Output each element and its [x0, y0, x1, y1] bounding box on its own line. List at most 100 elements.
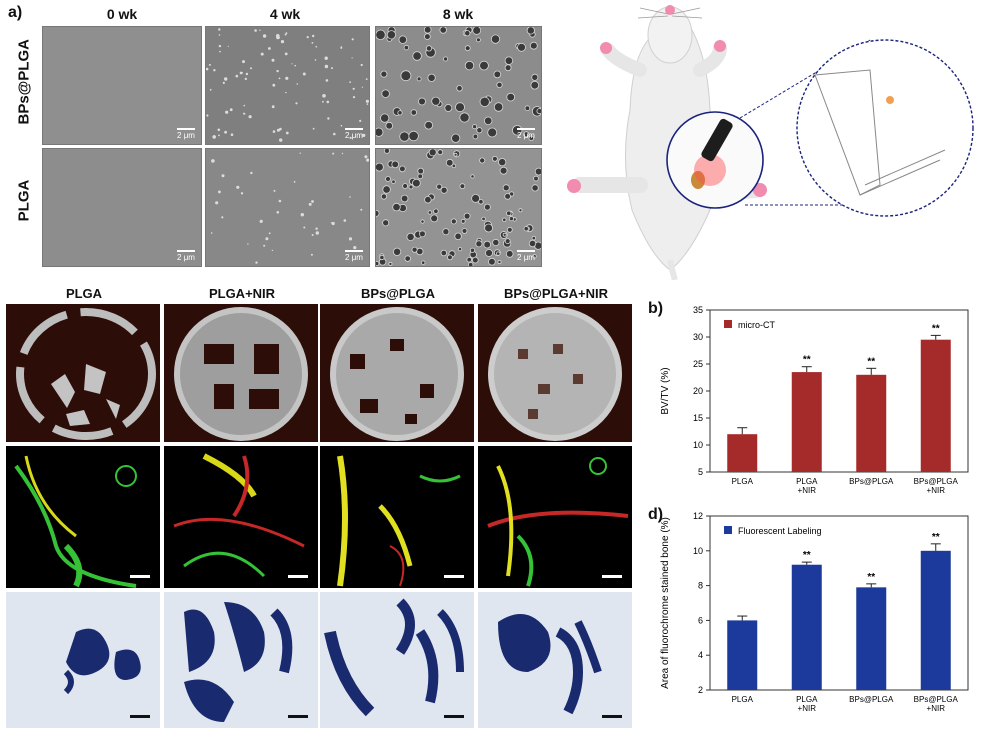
sem-pore — [385, 176, 391, 182]
sem-speck — [293, 181, 296, 183]
sem-pore — [380, 193, 387, 200]
sem-speck — [366, 103, 369, 105]
sem-speck — [245, 72, 249, 76]
sem-pore — [470, 174, 475, 179]
sem-speck — [300, 213, 304, 217]
sem-pore — [464, 45, 471, 52]
sem-speck — [322, 94, 326, 98]
grid-title-plga: PLGA — [65, 286, 103, 301]
sem-speck — [284, 33, 287, 36]
sem-plga-0wk: 2 μm — [42, 148, 202, 267]
fluorescence-plga — [6, 446, 160, 588]
sem-speck — [351, 38, 354, 41]
sem-speck — [365, 99, 369, 103]
sem-pore — [424, 120, 433, 130]
sem-pore — [499, 166, 508, 175]
sem-pore — [483, 240, 491, 249]
sem-speck — [240, 192, 244, 195]
sem-pore — [447, 254, 453, 261]
histology-bps-plga-nir — [478, 592, 632, 728]
legend-label: micro-CT — [738, 320, 775, 330]
sem-particles — [210, 152, 369, 264]
sem-speck — [272, 130, 276, 133]
significance-label: ** — [932, 532, 940, 543]
microct-plga — [6, 304, 160, 442]
significance-label: ** — [803, 550, 811, 561]
sem-pore — [417, 167, 424, 175]
sem-pore — [437, 149, 444, 156]
bar — [920, 550, 951, 690]
y-tick-label: 10 — [693, 440, 703, 450]
sem-pore — [431, 96, 441, 106]
sem-speck — [236, 185, 240, 189]
significance-label: ** — [932, 323, 940, 334]
sem-pore — [398, 35, 407, 44]
sem-pore — [476, 127, 483, 134]
sem-pore — [523, 131, 530, 138]
sem-speck — [348, 237, 353, 241]
scale-bar — [602, 575, 622, 578]
sem-speck — [224, 130, 227, 134]
sem-pore — [382, 185, 391, 194]
sem-speck — [212, 135, 216, 139]
sem-pore — [391, 179, 396, 184]
sem-speck — [210, 232, 213, 234]
y-tick-label: 20 — [693, 386, 703, 396]
sem-pore — [479, 60, 489, 71]
sem-pore — [460, 218, 466, 224]
sem-speck — [243, 104, 246, 107]
sem-speck — [331, 67, 333, 70]
y-tick-label: 25 — [693, 359, 703, 369]
sem-pore — [463, 212, 471, 220]
sem-pore — [385, 121, 393, 130]
sem-pore — [383, 149, 390, 154]
sem-pore — [411, 246, 418, 253]
sem-speck — [276, 211, 280, 214]
sem-speck — [359, 119, 362, 122]
sem-speck — [276, 69, 279, 73]
bar — [856, 374, 887, 472]
sem-pore — [530, 80, 540, 90]
sem-pore — [440, 186, 448, 194]
bar — [727, 434, 758, 472]
sem-pore — [511, 125, 523, 136]
sem-pore — [478, 199, 484, 205]
sem-pore — [484, 203, 491, 211]
significance-label: ** — [803, 355, 811, 366]
sem-speck — [227, 45, 229, 47]
sem-speck — [224, 77, 228, 81]
sem-speck — [303, 226, 306, 229]
sem-speck — [364, 155, 368, 159]
chart-b-bv-tv: 5 10 15 20 25 30 35 BV/TV (%) micro-CT PLGA ** PLGA… — [660, 305, 969, 495]
sem-pore — [408, 184, 414, 190]
sem-speck — [340, 46, 343, 49]
sem-pore — [524, 105, 531, 111]
sem-speck — [310, 253, 313, 256]
x-tick-label: +NIR — [927, 486, 946, 495]
sem-speck — [343, 219, 347, 222]
sem-pore — [531, 235, 536, 241]
sem-speck — [353, 246, 357, 250]
x-tick-label: PLGA — [732, 477, 754, 486]
sem-speck — [327, 117, 330, 120]
sem-speck — [361, 86, 363, 88]
microct-bps-plga — [320, 304, 474, 442]
legend-swatch — [724, 526, 732, 534]
sem-speck — [324, 56, 328, 60]
sem-speck — [268, 232, 271, 235]
x-tick-label: +NIR — [798, 486, 817, 495]
sem-speck — [311, 234, 314, 236]
sem-pore — [424, 33, 431, 40]
sem-pore — [418, 97, 426, 106]
sem-speck — [222, 81, 225, 84]
sem-speck — [244, 77, 247, 81]
sem-speck — [206, 114, 209, 117]
sem-pore — [479, 96, 490, 107]
y-tick-label: 15 — [693, 413, 703, 423]
sem-speck — [322, 100, 324, 103]
x-tick-label: +NIR — [798, 704, 817, 713]
fluorescence-bps-plga — [320, 446, 474, 588]
sem-speck — [314, 59, 317, 61]
sem-pore — [376, 261, 380, 266]
sem-pore — [504, 64, 512, 72]
